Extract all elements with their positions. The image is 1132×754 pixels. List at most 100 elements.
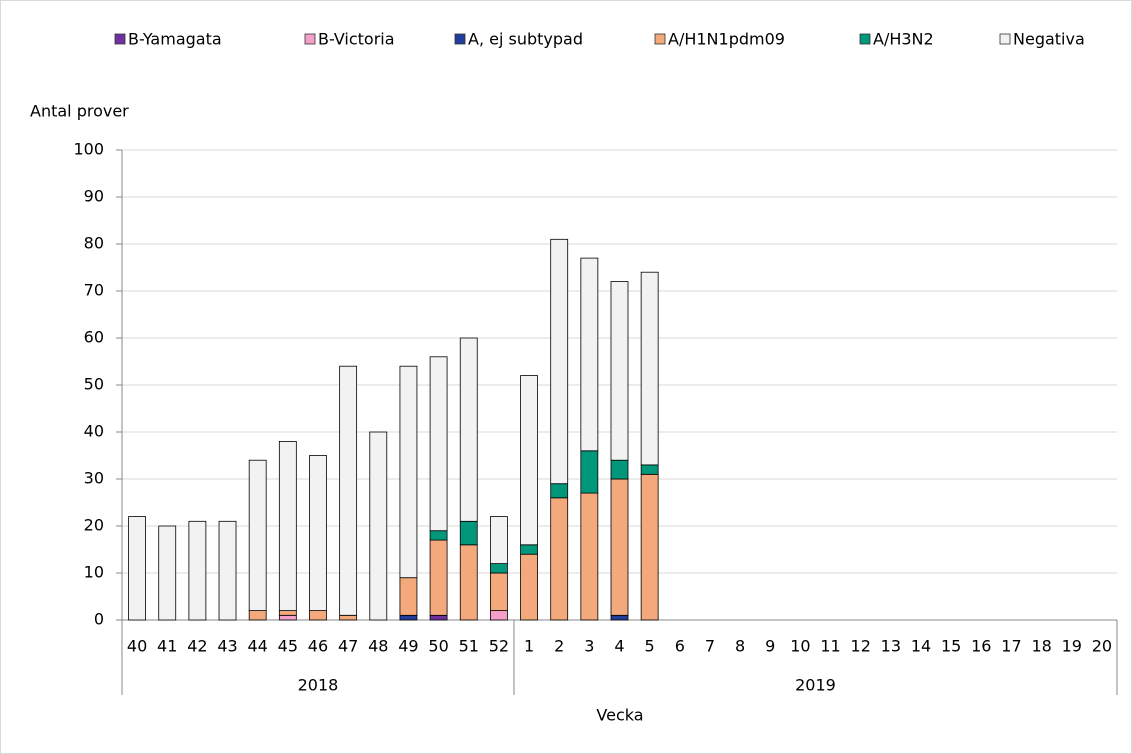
bar-segment — [399, 577, 418, 616]
bar-segment — [248, 610, 267, 621]
y-tick-label: 100 — [73, 140, 104, 159]
bar-segment — [640, 464, 659, 475]
bar-segment — [520, 544, 538, 555]
x-tick-label: 41 — [157, 637, 177, 656]
y-tick-label: 0 — [94, 610, 104, 629]
bar-segment — [429, 614, 448, 621]
x-tick-label: 43 — [217, 637, 237, 656]
bar-segment — [610, 281, 629, 461]
bar-segment — [128, 516, 146, 621]
x-tick-label: 8 — [735, 637, 745, 656]
x-tick-label: 14 — [911, 637, 931, 656]
bar-segment — [459, 337, 478, 522]
x-tick-label: 15 — [941, 637, 961, 656]
bar-segment — [640, 473, 659, 621]
x-tick-label: 40 — [127, 637, 147, 656]
x-tick-label: 9 — [765, 637, 775, 656]
bar-segment — [610, 478, 629, 616]
legend-swatch — [114, 33, 126, 45]
bar-segment — [489, 563, 508, 574]
legend-swatch — [859, 33, 871, 45]
y-tick-label: 80 — [84, 234, 104, 253]
bar-segment — [489, 572, 508, 611]
x-axis-label: Vecka — [596, 706, 643, 725]
bar-segment — [309, 610, 327, 621]
legend-label: A, ej subtypad — [468, 30, 583, 49]
bar-segment — [188, 520, 207, 621]
x-tick-label: 42 — [187, 637, 207, 656]
y-tick-label: 50 — [84, 375, 104, 394]
x-tick-label: 48 — [368, 637, 388, 656]
x-tick-label: 44 — [248, 637, 268, 656]
x-tick-label: 20 — [1092, 637, 1112, 656]
y-tick-label: 10 — [84, 563, 104, 582]
bar-segment — [369, 431, 388, 621]
x-tick-label: 11 — [820, 637, 840, 656]
bar-segment — [580, 450, 599, 494]
bar-segment — [520, 553, 538, 621]
bar-segment — [339, 365, 358, 616]
bar-segment — [489, 516, 508, 564]
y-tick-label: 90 — [84, 187, 104, 206]
x-tick-label: 47 — [338, 637, 358, 656]
bar-segment — [339, 614, 358, 621]
bar-segment — [429, 539, 448, 616]
bar-segment — [550, 238, 569, 485]
y-tick-label: 30 — [84, 469, 104, 488]
y-tick-label: 20 — [84, 516, 104, 535]
legend-swatch — [454, 33, 466, 45]
x-tick-label: 4 — [614, 637, 624, 656]
x-tick-label: 7 — [705, 637, 715, 656]
bar-segment — [550, 483, 569, 499]
x-tick-label: 16 — [971, 637, 991, 656]
legend-label: Negativa — [1013, 30, 1085, 49]
legend-swatch — [999, 33, 1011, 45]
x-tick-label: 19 — [1062, 637, 1082, 656]
x-tick-label: 1 — [524, 637, 534, 656]
bar-segment — [489, 610, 508, 621]
bar-segment — [550, 497, 569, 621]
bar-segment — [429, 530, 448, 541]
legend-swatch — [654, 33, 666, 45]
x-tick-label: 10 — [790, 637, 810, 656]
bar-segment — [278, 610, 297, 616]
bar-segment — [580, 257, 599, 452]
x-tick-label: 17 — [1001, 637, 1021, 656]
x-tick-label: 52 — [489, 637, 509, 656]
x-tick-label: 51 — [459, 637, 479, 656]
group-label: 2018 — [298, 676, 339, 695]
x-tick-label: 49 — [398, 637, 418, 656]
bar-segment — [158, 525, 177, 621]
bar-segment — [640, 271, 659, 466]
bar-segment — [278, 614, 297, 621]
x-tick-label: 18 — [1031, 637, 1051, 656]
legend-label: B-Yamagata — [128, 30, 222, 49]
legend-label: A/H1N1pdm09 — [668, 30, 785, 49]
bar-segment — [459, 544, 478, 621]
y-tick-label: 40 — [84, 422, 104, 441]
group-label: 2019 — [795, 676, 836, 695]
bar-segment — [248, 459, 267, 612]
y-axis-label: Antal prover — [30, 102, 129, 121]
bar-segment — [580, 492, 599, 621]
bar-segment — [399, 614, 418, 621]
x-tick-label: 50 — [428, 637, 448, 656]
legend-label: A/H3N2 — [873, 30, 934, 49]
bar-segment — [610, 614, 629, 621]
x-tick-label: 6 — [675, 637, 685, 656]
x-tick-label: 3 — [584, 637, 594, 656]
x-tick-label: 2 — [554, 637, 564, 656]
x-tick-label: 13 — [881, 637, 901, 656]
x-tick-label: 12 — [851, 637, 871, 656]
x-tick-label: 45 — [278, 637, 298, 656]
bar-segment — [610, 459, 629, 480]
y-tick-label: 70 — [84, 281, 104, 300]
bar-segment — [278, 440, 297, 611]
bar-segment — [429, 356, 448, 532]
legend-label: B-Victoria — [318, 30, 395, 49]
bar-segment — [399, 365, 418, 579]
x-tick-label: 46 — [308, 637, 328, 656]
legend-swatch — [304, 33, 316, 45]
y-tick-label: 60 — [84, 328, 104, 347]
